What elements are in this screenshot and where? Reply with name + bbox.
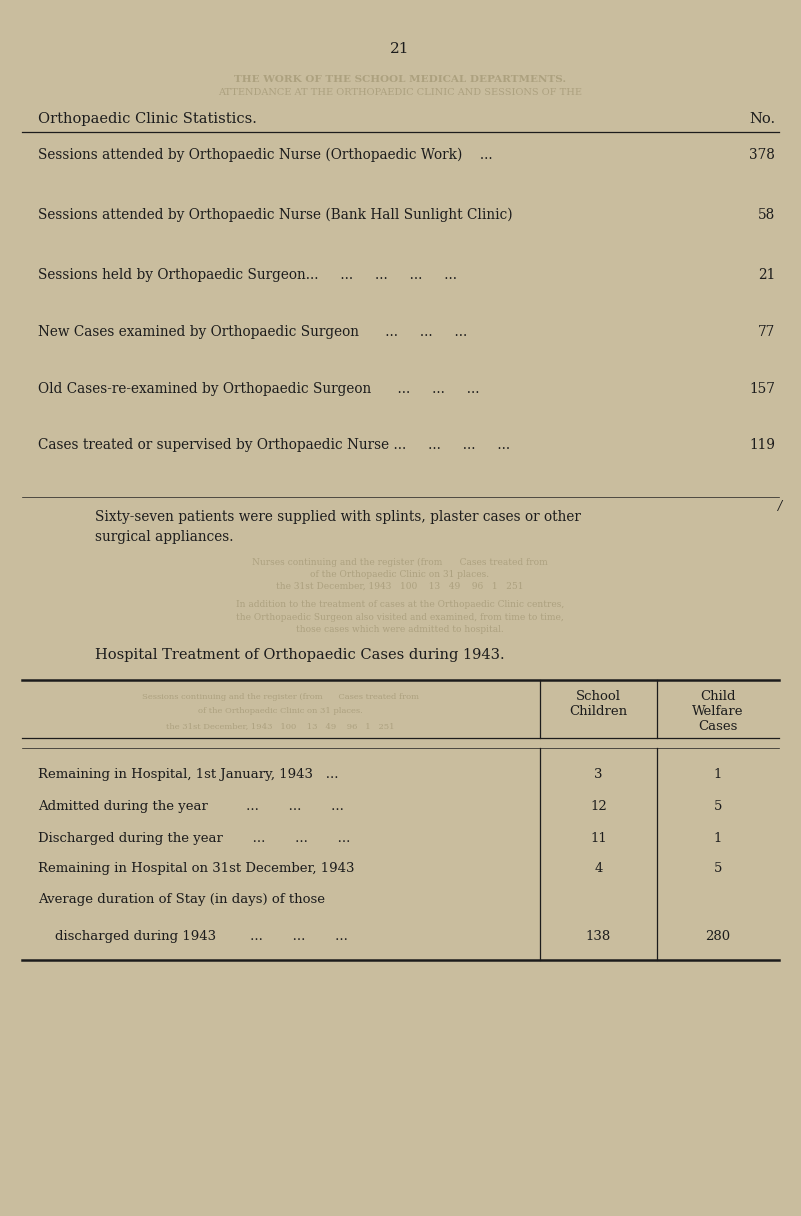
Text: New Cases examined by Orthopaedic Surgeon      ...     ...     ...: New Cases examined by Orthopaedic Surgeo…	[38, 325, 467, 339]
Text: Old Cases‐re-examined by Orthopaedic Surgeon      ...     ...     ...: Old Cases‐re-examined by Orthopaedic Sur…	[38, 382, 480, 396]
Text: No.: No.	[749, 112, 775, 126]
Text: the 31st December, 1943   100    13   49    96   1   251: the 31st December, 1943 100 13 49 96 1 2…	[276, 582, 524, 591]
Text: 378: 378	[749, 148, 775, 162]
Text: discharged during 1943        ...       ...       ...: discharged during 1943 ... ... ...	[38, 930, 348, 942]
Text: 77: 77	[758, 325, 775, 339]
Text: Child: Child	[700, 689, 736, 703]
Text: of the Orthopaedic Clinic on 31 places.: of the Orthopaedic Clinic on 31 places.	[198, 706, 362, 715]
Text: 157: 157	[749, 382, 775, 396]
Text: Hospital Treatment of Orthopaedic Cases during 1943.: Hospital Treatment of Orthopaedic Cases …	[95, 648, 505, 662]
Text: 58: 58	[758, 208, 775, 223]
Text: ATTENDANCE AT THE ORTHOPAEDIC CLINIC AND SESSIONS OF THE: ATTENDANCE AT THE ORTHOPAEDIC CLINIC AND…	[218, 88, 582, 97]
Text: 21: 21	[390, 43, 410, 56]
Text: Children: Children	[570, 705, 627, 717]
Text: the Orthopaedic Surgeon also visited and examined, from time to time,: the Orthopaedic Surgeon also visited and…	[236, 613, 564, 623]
Text: Cases: Cases	[698, 720, 738, 733]
Text: 280: 280	[706, 930, 731, 942]
Text: 1: 1	[714, 769, 723, 781]
Text: Orthopaedic Clinic Statistics.: Orthopaedic Clinic Statistics.	[38, 112, 257, 126]
Text: Nurses continuing and the register (from      Cases treated from: Nurses continuing and the register (from…	[252, 558, 548, 567]
Text: Sessions held by Orthopaedic Surgeon...     ...     ...     ...     ...: Sessions held by Orthopaedic Surgeon... …	[38, 268, 457, 282]
Text: School: School	[576, 689, 621, 703]
Text: Sessions continuing and the register (from      Cases treated from: Sessions continuing and the register (fr…	[142, 693, 418, 700]
Text: 12: 12	[590, 800, 607, 814]
Text: the 31st December, 1943   100    13   49    96   1   251: the 31st December, 1943 100 13 49 96 1 2…	[166, 722, 394, 730]
Text: 3: 3	[594, 769, 602, 781]
Text: Sessions attended by Orthopaedic Nurse (Bank Hall Sunlight Clinic): Sessions attended by Orthopaedic Nurse (…	[38, 208, 513, 223]
Text: of the Orthopaedic Clinic on 31 places.: of the Orthopaedic Clinic on 31 places.	[311, 570, 489, 579]
Text: 1: 1	[714, 832, 723, 845]
Text: those cases which were admitted to hospital.: those cases which were admitted to hospi…	[296, 625, 504, 634]
Text: Sixty-seven patients were supplied with splints, plaster cases or other: Sixty-seven patients were supplied with …	[95, 510, 581, 524]
Text: Average duration of Stay (in days) of those: Average duration of Stay (in days) of th…	[38, 893, 325, 906]
Text: 5: 5	[714, 800, 723, 814]
Text: 138: 138	[586, 930, 611, 942]
Text: 5: 5	[714, 862, 723, 876]
Text: /: /	[778, 500, 783, 513]
Text: 119: 119	[749, 438, 775, 452]
Text: THE WORK OF THE SCHOOL MEDICAL DEPARTMENTS.: THE WORK OF THE SCHOOL MEDICAL DEPARTMEN…	[234, 75, 566, 84]
Text: Remaining in Hospital on 31st December, 1943: Remaining in Hospital on 31st December, …	[38, 862, 355, 876]
Text: 4: 4	[594, 862, 602, 876]
Text: Remaining in Hospital, 1st January, 1943   ...: Remaining in Hospital, 1st January, 1943…	[38, 769, 339, 781]
Text: 11: 11	[590, 832, 607, 845]
Text: Admitted during the year         ...       ...       ...: Admitted during the year ... ... ...	[38, 800, 344, 814]
Text: Welfare: Welfare	[692, 705, 744, 717]
Text: surgical appliances.: surgical appliances.	[95, 530, 234, 544]
Text: In addition to the treatment of cases at the Orthopaedic Clinic centres,: In addition to the treatment of cases at…	[235, 599, 564, 609]
Text: Discharged during the year       ...       ...       ...: Discharged during the year ... ... ...	[38, 832, 350, 845]
Text: 21: 21	[758, 268, 775, 282]
Text: Sessions attended by Orthopaedic Nurse (Orthopaedic Work)    ...: Sessions attended by Orthopaedic Nurse (…	[38, 148, 493, 163]
Text: Cases treated or supervised by Orthopaedic Nurse ...     ...     ...     ...: Cases treated or supervised by Orthopaed…	[38, 438, 510, 452]
